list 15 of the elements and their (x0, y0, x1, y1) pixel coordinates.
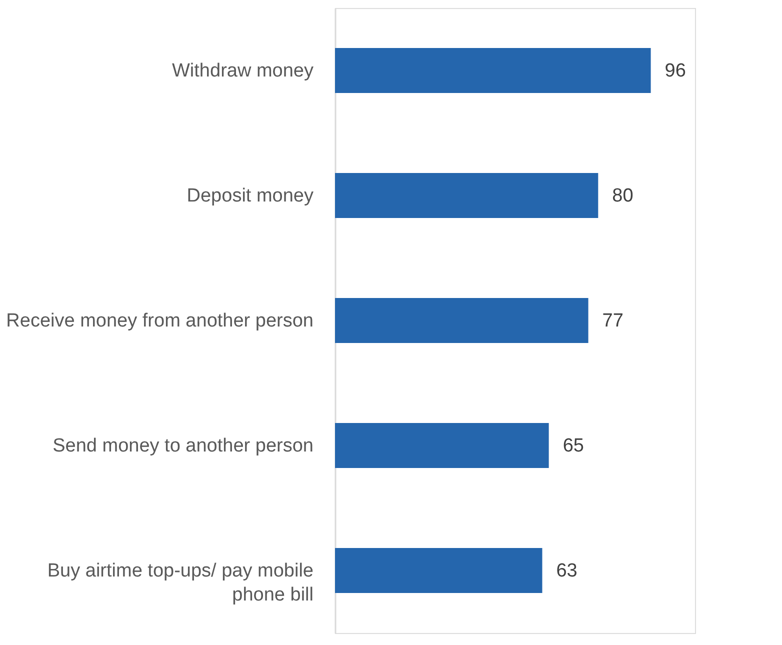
data-label: 80 (612, 186, 634, 206)
bar (335, 423, 549, 468)
bar (335, 548, 542, 593)
bar (335, 173, 598, 218)
data-label: 96 (664, 60, 686, 82)
y-tick-label: Withdraw money (172, 60, 314, 82)
data-label: 63 (556, 560, 578, 582)
y-tick-label: Buy airtime top-ups/ pay mobile phone bill (47, 560, 314, 606)
y-tick-label: Send money to another person (52, 436, 314, 456)
bar (335, 298, 588, 343)
data-label: 65 (562, 436, 584, 456)
y-tick-label: Deposit money (186, 186, 314, 206)
data-label: 77 (602, 310, 624, 332)
bar (335, 48, 651, 93)
y-tick-label: Receive money from another person (6, 310, 314, 332)
